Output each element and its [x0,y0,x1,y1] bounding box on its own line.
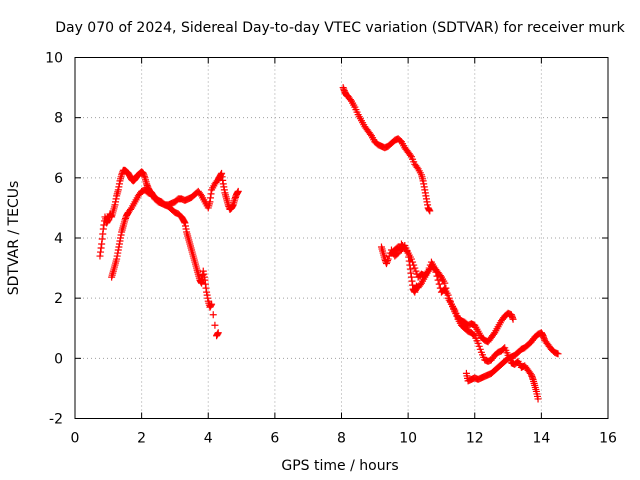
data-point-arc-4 [434,276,442,284]
y-tick-label: 6 [54,171,63,187]
y-tick-label: -2 [49,412,63,428]
x-tick-label: 0 [71,431,80,447]
data-point-arc-1 [211,321,219,329]
data-point-arc-4 [470,331,478,339]
data-point-arc-5 [441,279,449,287]
chart-title: Day 070 of 2024, Sidereal Day-to-day VTE… [55,20,625,36]
data-point-arc-1 [214,329,222,337]
data-point-arc-4 [393,250,401,258]
grid-lines [75,57,608,419]
x-axis-label: GPS time / hours [281,458,398,474]
data-point-arc-3 [426,207,434,215]
y-tick-label: 2 [54,291,63,307]
x-tick-label: 4 [204,431,213,447]
data-point-arc-2 [127,205,135,213]
data-point-arc-5 [490,330,498,338]
y-tick-label: 10 [45,51,63,67]
data-point-arc-1 [209,311,217,319]
data-point-arc-6 [554,350,562,358]
data-point-arc-5 [412,267,420,275]
data-point-arc-4 [534,395,542,403]
data-point-arc-1 [208,300,216,308]
data-point-arc-5 [443,289,451,297]
data-point-arc-2 [196,190,204,198]
data-point-arc-4 [475,342,483,350]
data-point-arc-5 [436,272,444,280]
data-point-arc-4 [474,339,482,347]
y-tick-label: 4 [54,231,63,247]
data-point-arc-5 [409,258,417,266]
data-point-arc-4 [384,255,392,263]
x-tick-label: 14 [532,431,550,447]
data-point-arc-4 [526,369,534,377]
data-point-arc-5 [407,255,415,263]
y-tick-label: 0 [54,351,63,367]
data-point-arc-4 [435,280,443,288]
data-point-arc-2 [234,187,242,195]
data-point-arc-3 [413,163,421,171]
data-point-arc-4 [416,281,424,289]
data-point-arc-3 [406,151,414,159]
data-point-arc-4 [394,249,402,257]
data-point-arc-3 [366,130,374,138]
data-point-arc-4 [476,345,484,353]
y-tick-label: 8 [54,111,63,127]
axis-ticks [74,57,609,419]
x-tick-label: 10 [399,431,417,447]
data-point-arc-5 [410,261,418,269]
x-tick-label: 6 [270,431,279,447]
data-point-arc-3 [346,96,354,104]
tick-labels: 0 2 4 6 8 10 12 14 16 -2 0 2 4 6 8 10 [45,51,617,447]
y-axis-label: SDTVAR / TECUs [6,181,22,296]
x-tick-label: 2 [137,431,146,447]
x-tick-label: 16 [599,431,617,447]
data-point-arc-5 [509,315,517,323]
x-tick-label: 8 [337,431,346,447]
data-point-arc-5 [411,264,419,272]
x-tick-label: 12 [466,431,484,447]
data-point-arc-5 [442,284,450,292]
data-points [96,84,562,403]
